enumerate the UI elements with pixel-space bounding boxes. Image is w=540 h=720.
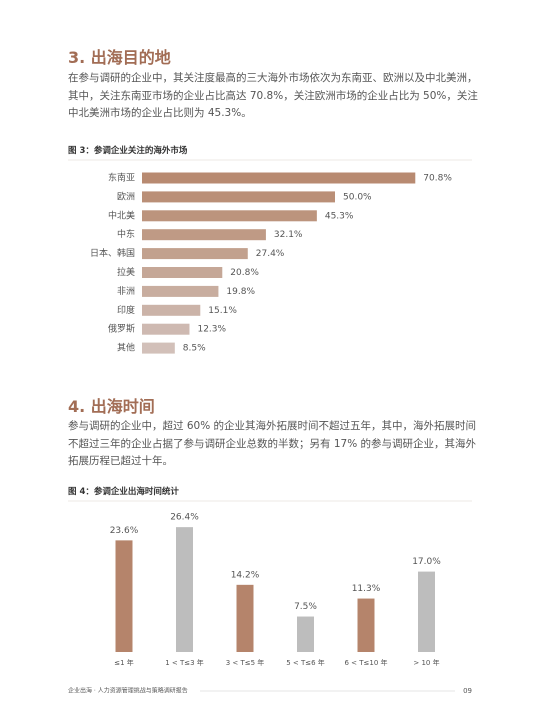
bar — [142, 323, 190, 335]
category-label: 日本、韩国 — [90, 247, 135, 259]
bar — [142, 191, 335, 203]
figure-caption: 图 3：参调企业关注的海外市场 — [68, 146, 188, 156]
bar — [142, 285, 219, 297]
category-label: ≤1 年 — [114, 658, 134, 667]
value-label: 70.8% — [423, 174, 452, 184]
value-label: 32.1% — [274, 230, 303, 240]
category-label: 欧洲 — [117, 190, 135, 202]
category-label: 1 < T≤3 年 — [165, 658, 204, 667]
value-label: 19.8% — [226, 287, 255, 297]
category-label: 俄罗斯 — [108, 323, 135, 335]
bar — [142, 267, 223, 278]
value-label: 50.0% — [343, 192, 372, 202]
value-label: 14.2% — [231, 570, 260, 580]
value-label: 7.5% — [294, 602, 317, 612]
bar — [142, 172, 416, 184]
section-title: 4. 出海时间 — [68, 397, 155, 416]
value-label: 45.3% — [325, 211, 354, 221]
bar — [142, 248, 248, 260]
bar — [142, 342, 175, 354]
section-title: 3. 出海目的地 — [68, 48, 171, 67]
category-label: > 10 年 — [413, 658, 439, 667]
category-label: 中东 — [117, 228, 135, 240]
value-label: 23.6% — [110, 526, 139, 536]
value-label: 27.4% — [256, 249, 285, 259]
bar — [142, 229, 266, 241]
category-label: 中北美 — [108, 209, 135, 221]
bar — [418, 571, 435, 652]
bar — [142, 210, 317, 222]
value-label: 26.4% — [170, 513, 199, 523]
category-label: 印度 — [117, 304, 135, 316]
bar — [115, 540, 133, 652]
page-number: 09 — [463, 687, 472, 695]
category-label: 6 < T≤10 年 — [344, 658, 387, 667]
value-label: 11.3% — [352, 584, 381, 594]
paragraph: 在参与调研的企业中，其关注度最高的三大海外市场依次为东南亚、欧洲以及中北美洲，其… — [68, 72, 478, 119]
category-label: 5 < T≤6 年 — [286, 658, 325, 667]
bar — [297, 616, 314, 652]
category-label: 东南亚 — [108, 172, 135, 184]
footer-text: 企业出海 · 人力资源管理挑战与策略调研报告 — [68, 687, 188, 695]
bar — [236, 584, 254, 652]
paragraph: 参与调研的企业中，超过 60% 的企业其海外拓展时间不超过五年，其中，海外拓展时… — [68, 420, 477, 467]
value-label: 15.1% — [208, 306, 237, 316]
category-label: 拉美 — [117, 266, 135, 278]
value-label: 20.8% — [230, 268, 259, 278]
category-label: 非洲 — [117, 285, 135, 297]
bar — [142, 304, 201, 316]
category-label: 3 < T≤5 年 — [226, 658, 265, 667]
figure-caption: 图 4：参调企业出海时间统计 — [68, 487, 179, 497]
value-label: 8.5% — [183, 344, 206, 354]
bar — [357, 598, 375, 652]
category-label: 其他 — [117, 342, 135, 354]
value-label: 17.0% — [412, 557, 441, 567]
value-label: 12.3% — [197, 325, 226, 335]
bar — [176, 527, 193, 652]
